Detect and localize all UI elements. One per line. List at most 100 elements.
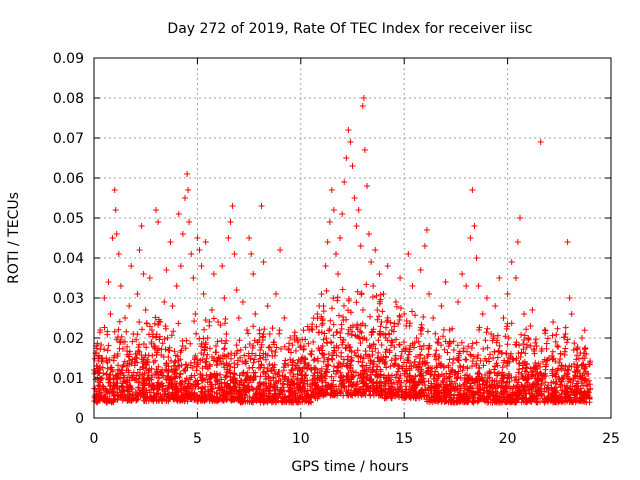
cloud-marker — [464, 348, 470, 355]
cloud-marker — [495, 399, 502, 406]
cloud-marker — [518, 331, 525, 338]
cloud-marker — [151, 393, 158, 400]
cloud-marker — [141, 382, 148, 389]
cloud-marker — [298, 389, 305, 396]
cloud-marker — [196, 394, 203, 401]
data-point-marker — [301, 355, 308, 361]
cloud-marker — [325, 351, 332, 357]
y-tick-label: 0.01 — [53, 371, 84, 387]
cloud-marker — [484, 344, 491, 351]
cloud-marker — [440, 384, 447, 391]
cloud-marker — [202, 383, 208, 390]
cloud-marker — [475, 352, 482, 358]
cloud-marker — [106, 372, 113, 378]
data-point-marker — [475, 283, 482, 289]
data-point-marker — [246, 235, 253, 241]
cloud-marker — [408, 363, 415, 370]
cloud-marker — [374, 316, 381, 323]
cloud-marker — [401, 392, 408, 399]
cloud-marker — [201, 347, 208, 354]
data-point-marker — [380, 291, 387, 297]
cloud-marker — [372, 345, 379, 352]
cloud-marker — [545, 382, 552, 389]
y-tick-label: 0.07 — [53, 131, 84, 147]
cloud-marker — [297, 394, 304, 401]
cloud-marker — [309, 380, 316, 387]
data-point-marker — [202, 239, 209, 245]
cloud-marker — [347, 389, 354, 396]
data-point-marker — [260, 259, 267, 265]
cloud-marker — [466, 373, 473, 380]
cloud-marker — [260, 354, 267, 361]
cloud-marker — [540, 359, 546, 365]
cloud-marker — [527, 323, 534, 329]
cloud-marker — [377, 357, 383, 364]
cloud-marker — [477, 357, 484, 364]
cloud-marker — [221, 345, 228, 352]
cloud-marker — [246, 365, 253, 371]
cloud-marker — [563, 339, 570, 346]
cloud-marker — [126, 351, 133, 358]
cloud-marker — [514, 383, 521, 390]
cloud-marker — [444, 349, 451, 356]
cloud-marker — [518, 389, 525, 396]
cloud-marker — [375, 337, 382, 344]
cloud-marker — [375, 372, 382, 379]
cloud-marker — [232, 382, 239, 389]
cloud-marker — [574, 373, 581, 380]
cloud-marker — [396, 394, 402, 401]
data-point-marker — [310, 339, 317, 345]
cloud-marker — [345, 330, 351, 337]
data-point-marker — [146, 275, 153, 281]
cloud-marker — [128, 374, 135, 381]
cloud-marker — [231, 360, 238, 367]
cloud-marker — [415, 338, 422, 345]
cloud-marker — [274, 384, 281, 391]
cloud-marker — [261, 392, 268, 399]
cloud-marker — [252, 352, 259, 359]
cloud-marker — [391, 361, 398, 368]
data-point-marker — [184, 171, 191, 177]
cloud-marker — [120, 374, 127, 381]
cloud-marker — [322, 373, 329, 380]
y-tick-label: 0.09 — [53, 51, 84, 67]
cloud-marker — [226, 361, 233, 368]
cloud-marker — [527, 342, 534, 349]
cloud-marker — [503, 399, 510, 406]
cloud-marker — [236, 384, 243, 391]
cloud-marker — [123, 383, 130, 390]
data-point-marker — [101, 295, 108, 301]
cloud-marker — [538, 348, 545, 354]
cloud-marker — [236, 398, 242, 405]
cloud-marker — [334, 297, 341, 304]
cloud-marker — [562, 324, 569, 331]
cloud-marker — [474, 355, 481, 362]
cloud-marker — [338, 325, 345, 332]
cloud-marker — [264, 365, 271, 372]
cloud-marker — [143, 398, 150, 404]
data-point-marker — [335, 271, 341, 277]
cloud-marker — [512, 399, 519, 406]
cloud-marker — [395, 362, 402, 369]
cloud-marker — [171, 348, 178, 355]
cloud-marker — [463, 383, 470, 390]
cloud-marker — [145, 367, 152, 374]
data-points — [91, 95, 592, 385]
cloud-marker — [159, 340, 166, 347]
data-point-marker — [233, 287, 240, 293]
cloud-marker — [281, 343, 288, 350]
cloud-marker — [308, 351, 315, 358]
cloud-marker — [504, 358, 511, 365]
cloud-marker — [348, 354, 355, 361]
data-point-marker — [128, 263, 135, 269]
cloud-marker — [104, 365, 111, 372]
cloud-marker — [318, 313, 325, 320]
cloud-marker — [387, 390, 394, 397]
cloud-marker — [554, 325, 561, 332]
cloud-marker — [418, 371, 424, 377]
cloud-marker — [136, 319, 143, 325]
cloud-marker — [542, 327, 549, 334]
cloud-marker — [231, 387, 237, 394]
cloud-marker — [420, 342, 427, 349]
